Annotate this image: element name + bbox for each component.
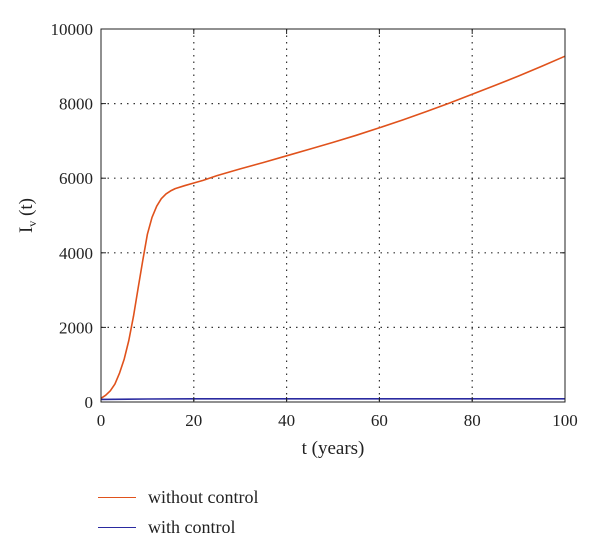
y-axis-label: Iv (t): [16, 198, 39, 233]
y-axis-label-suffix: (t): [16, 198, 37, 221]
plot-frame: [100, 28, 566, 403]
legend-label-with-control: with control: [148, 516, 236, 537]
legend-item-with-control: with control: [98, 512, 259, 542]
y-tick-label: 10000: [51, 20, 94, 39]
x-axis-label: t (years): [302, 438, 365, 459]
legend-item-without-control: without control: [98, 482, 259, 512]
ticks: 0 20 40 60 80 100 0 2000 4000 6000 8000 10000: [51, 20, 578, 430]
series-group: [100, 55, 566, 401]
x-tick-label: 0: [97, 411, 106, 430]
y-tick-label: 2000: [59, 318, 93, 337]
x-tick-label: 80: [464, 411, 481, 430]
series-line-without-control: [100, 55, 566, 399]
legend: without control with control: [98, 482, 259, 542]
y-axis-label-main: I: [16, 227, 37, 233]
y-tick-label: 8000: [59, 95, 93, 114]
y-axis-label-sub: v: [25, 221, 39, 227]
x-tick-label: 40: [278, 411, 295, 430]
x-tick-label: 20: [185, 411, 202, 430]
x-tick-label: 100: [552, 411, 578, 430]
y-tick-label: 6000: [59, 169, 93, 188]
y-tick-label: 0: [85, 393, 94, 412]
legend-line-with-control: [98, 526, 136, 528]
y-tick-label: 4000: [59, 244, 93, 263]
legend-label-without-control: without control: [148, 486, 259, 507]
series-line-with-control: [100, 398, 565, 401]
legend-line-without-control: [98, 496, 136, 498]
x-tick-label: 60: [371, 411, 388, 430]
